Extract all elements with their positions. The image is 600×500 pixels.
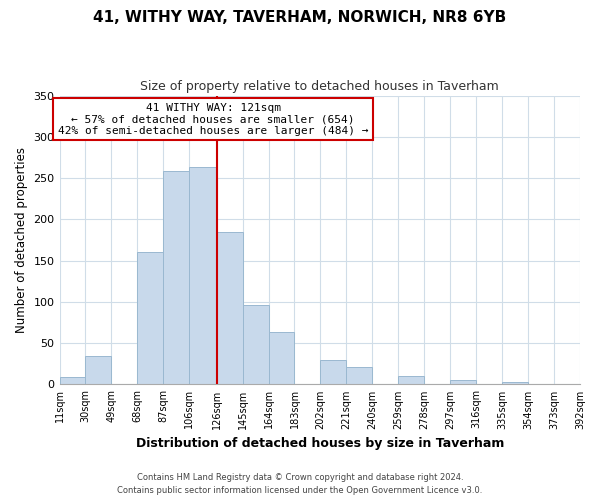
Text: 41 WITHY WAY: 121sqm
← 57% of detached houses are smaller (654)
42% of semi-deta: 41 WITHY WAY: 121sqm ← 57% of detached h… xyxy=(58,103,368,136)
Bar xyxy=(450,380,476,384)
Bar xyxy=(163,172,190,384)
Bar xyxy=(398,376,424,384)
Bar xyxy=(217,232,242,384)
Title: Size of property relative to detached houses in Taverham: Size of property relative to detached ho… xyxy=(140,80,499,93)
Bar xyxy=(190,168,217,384)
X-axis label: Distribution of detached houses by size in Taverham: Distribution of detached houses by size … xyxy=(136,437,504,450)
Text: Contains HM Land Registry data © Crown copyright and database right 2024.
Contai: Contains HM Land Registry data © Crown c… xyxy=(118,474,482,495)
Bar xyxy=(269,332,295,384)
Bar xyxy=(242,305,269,384)
Bar xyxy=(85,356,112,384)
Bar xyxy=(137,252,163,384)
Y-axis label: Number of detached properties: Number of detached properties xyxy=(15,147,28,333)
Bar xyxy=(346,367,373,384)
Bar xyxy=(502,382,528,384)
Bar xyxy=(320,360,346,384)
Bar xyxy=(59,377,85,384)
Text: 41, WITHY WAY, TAVERHAM, NORWICH, NR8 6YB: 41, WITHY WAY, TAVERHAM, NORWICH, NR8 6Y… xyxy=(94,10,506,25)
